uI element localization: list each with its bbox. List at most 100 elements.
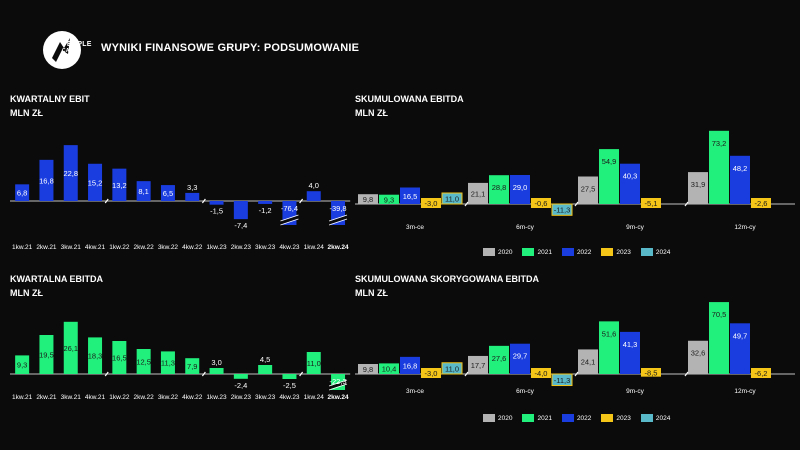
bar-ebitda_adj-2021-1 [489, 345, 509, 374]
data-label-ebitda_adj-2020-3: 32,6 [691, 349, 706, 358]
tick-label-ebitda_q-4: 1kw.22 [109, 394, 130, 401]
legend-swatch [640, 414, 653, 422]
data-label-ebitda_adj-2022-1: 29,7 [513, 352, 528, 361]
tick-label-ebit-4: 1kw.22 [109, 244, 130, 251]
data-label-ebit-6: 6,5 [163, 189, 173, 198]
legend-swatch [601, 414, 614, 422]
tick-label-ebitda_q-7: 4kw.22 [182, 394, 203, 401]
data-label-ebitda_adj-2022-3: 49,7 [733, 331, 748, 340]
group-separator [684, 201, 689, 207]
data-label-ebitda_adj-2023-3: -6,2 [755, 369, 768, 378]
tick-label-ebitda_cum-3: 12m-cy [734, 224, 756, 231]
bar-ebit-10 [258, 201, 273, 204]
data-label-ebitda_cum-2021-3: 73,2 [712, 139, 727, 148]
ebit-unit: MLN ZŁ [10, 108, 43, 118]
bar-ebitda_cum-2020-0 [358, 194, 378, 204]
bar-ebitda_cum-2022-2 [620, 163, 640, 204]
bar-ebit-5 [136, 181, 151, 201]
tick-label-ebit-6: 3kw.22 [158, 244, 179, 251]
ebitda-adj-chart-title: SKUMULOWANA SKORYGOWANA EBITDA [355, 274, 539, 284]
bar-ebitda_cum-2021-3 [709, 130, 729, 204]
bar-ebitda_adj-2020-1 [468, 355, 488, 374]
bar-ebit-0 [15, 184, 30, 201]
group-separator [574, 201, 579, 207]
tick-label-ebitda_q-2: 3kw.21 [61, 394, 82, 401]
ebitda-q-unit: MLN ZŁ [10, 288, 43, 298]
bar-ebitda_cum-2021-1 [489, 175, 509, 204]
ebitda-q-title: KWARTALNA EBITDA MLN ZŁ [10, 272, 103, 300]
tick-label-ebit-12: 1kw.24 [304, 244, 325, 251]
tick-label-ebitda_q-13: 2kw.24 [328, 394, 349, 401]
tick-label-ebit-2: 3kw.21 [61, 244, 82, 251]
axis-break-gap [279, 215, 299, 225]
ebitda-adj-unit: MLN ZŁ [355, 288, 388, 298]
tick-label-ebitda_adj-0: 3m-ce [406, 388, 424, 395]
tick-label-ebit-7: 4kw.22 [182, 244, 203, 251]
data-label-ebit-10: -1,2 [259, 206, 272, 215]
data-label-ebitda_q-11: -2,5 [283, 381, 296, 390]
legend-bottom: 2020 2021 2022 2023 2024 [483, 414, 670, 422]
tick-label-ebitda_cum-2: 9m-cy [626, 224, 644, 231]
bar-ebitda_q-9 [233, 374, 248, 379]
data-label-ebitda_cum-2022-0: 16,5 [403, 192, 418, 201]
data-label-ebitda_adj-2024-0: 11,0 [445, 364, 459, 373]
bar-ebitda_cum-2021-2 [599, 149, 619, 204]
bar-ebit-12 [306, 191, 321, 201]
data-label-ebitda_adj-2021-3: 70,5 [712, 310, 727, 319]
legend-item-2023: 2023 [601, 414, 631, 422]
legend-swatch [561, 248, 574, 256]
tick-label-ebit-10: 3kw.23 [255, 244, 276, 251]
bar-ebit-1 [39, 159, 54, 201]
data-label-ebitda_q-13: -22,3 [329, 377, 346, 386]
data-label-ebitda_adj-2021-2: 51,6 [602, 329, 617, 338]
data-label-ebit-9: -7,4 [234, 221, 247, 230]
bar-ebitda_adj-2021-3 [709, 302, 729, 374]
data-label-ebitda_q-5: 12,5 [136, 358, 151, 367]
data-label-ebitda_q-3: 18,3 [88, 352, 103, 361]
bar-ebitda_cum-2021-0 [379, 194, 399, 204]
data-label-ebitda_cum-2022-2: 40,3 [623, 172, 638, 181]
data-label-ebitda_cum-2022-1: 29,0 [513, 183, 528, 192]
header: PEOPLE CAN FLY WYNIKI FINANSOWE GRUPY: P… [0, 0, 800, 80]
bar-ebitda_adj-2023-0 [421, 368, 441, 378]
tick-label-ebitda_q-3: 4kw.21 [85, 394, 106, 401]
legend-swatch [522, 248, 535, 256]
tick-label-ebitda_adj-3: 12m-cy [734, 388, 756, 395]
legend-item-2022: 2022 [561, 414, 591, 422]
data-label-ebitda_q-7: 7,9 [187, 362, 197, 371]
page-title: WYNIKI FINANSOWE GRUPY: PODSUMOWANIE [101, 42, 360, 54]
legend-item-2022: 2022 [561, 248, 591, 256]
tick-label-ebit-1: 2kw.21 [36, 244, 57, 251]
legend-swatch [483, 414, 495, 422]
data-label-ebitda_cum-2020-1: 21,1 [471, 189, 486, 198]
brand-text: PEOPLE CAN FLY [62, 41, 92, 62]
axis-break-line [328, 214, 348, 222]
data-label-ebitda_q-6: 11,3 [161, 359, 175, 368]
legend-item-2021: 2021 [522, 414, 552, 422]
bar-ebitda_q-4 [112, 341, 127, 374]
legend-swatch [561, 414, 574, 422]
data-label-ebit-13: -39,8 [329, 204, 346, 213]
bar-ebitda_q-12 [306, 352, 321, 374]
tick-label-ebit-9: 2kw.23 [231, 244, 252, 251]
ebitda-cum-title: SKUMULOWANA EBITDA MLN ZŁ [355, 92, 464, 120]
bar-ebitda_q-2 [63, 321, 78, 374]
data-label-ebit-12: 4,0 [309, 181, 319, 190]
legend-item-2023: 2023 [601, 248, 631, 256]
data-label-ebitda_q-4: 16,5 [112, 354, 127, 363]
tick-label-ebitda_q-9: 2kw.23 [231, 394, 252, 401]
data-label-ebitda_q-2: 26,1 [63, 344, 78, 353]
data-label-ebit-2: 22,8 [63, 169, 78, 178]
data-label-ebit-1: 16,8 [39, 176, 54, 185]
bar-ebitda_q-6 [160, 351, 175, 374]
data-label-ebitda_adj-2021-0: 10,4 [382, 365, 397, 374]
data-label-ebitda_adj-2023-0: -3,0 [425, 369, 438, 378]
data-label-ebitda_cum-2020-0: 9,8 [363, 195, 373, 204]
data-label-ebitda_cum-2024-0: 11,0 [445, 195, 459, 204]
bar-ebit-6 [160, 185, 175, 201]
data-label-ebit-8: -1,5 [210, 207, 223, 216]
tick-label-ebitda_q-0: 1kw.21 [12, 394, 33, 401]
axis-break-line [328, 218, 348, 226]
bar-ebitda_cum-2020-2 [578, 176, 598, 204]
